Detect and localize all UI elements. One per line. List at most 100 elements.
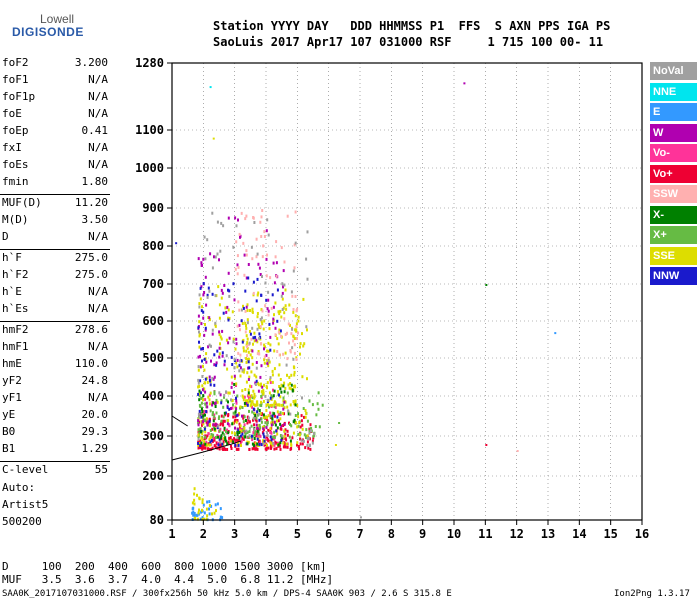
- echo-point: [281, 308, 284, 311]
- echo-point: [246, 403, 249, 407]
- echo-point: [198, 496, 201, 500]
- echo-point: [289, 387, 292, 391]
- echo-point: [284, 351, 287, 355]
- echo-point: [210, 359, 212, 363]
- echo-point: [312, 434, 315, 438]
- echo-point: [259, 426, 262, 430]
- echo-point: [227, 316, 230, 320]
- echo-point: [230, 355, 233, 359]
- echo-point: [255, 447, 258, 451]
- echo-point: [216, 400, 219, 404]
- echo-point: [193, 514, 196, 518]
- echo-point: [282, 306, 285, 310]
- y-tick-label: 200: [142, 469, 164, 483]
- echo-point: [237, 438, 240, 442]
- echo-point: [197, 368, 200, 372]
- echo-point: [280, 334, 283, 338]
- echo-point: [245, 253, 248, 257]
- echo-point: [212, 401, 215, 405]
- echo-point: [279, 422, 282, 426]
- echo-point: [197, 443, 200, 447]
- echo-point: [235, 401, 238, 405]
- echo-point: [292, 269, 295, 273]
- echo-point: [233, 431, 236, 435]
- param-c-level: C-level 55: [2, 463, 108, 481]
- legend-item-x: X+: [650, 226, 697, 244]
- echo-point: [279, 417, 282, 421]
- echo-point: [218, 391, 221, 395]
- echo-point: [306, 377, 308, 381]
- echo-point: [293, 370, 296, 374]
- echo-point: [269, 435, 272, 439]
- echo-point: [306, 440, 309, 444]
- echo-point: [216, 252, 219, 256]
- echo-point: [195, 513, 198, 517]
- y-tick-label: 900: [142, 201, 164, 215]
- echo-point: [278, 328, 281, 332]
- param-value: N/A: [88, 285, 108, 298]
- echo-point: [240, 429, 243, 433]
- echo-point: [227, 271, 230, 275]
- echo-point: [301, 423, 304, 427]
- echo-point: [215, 436, 218, 439]
- echo-point: [260, 395, 263, 398]
- echo-point: [258, 409, 261, 412]
- echo-point: [271, 411, 274, 415]
- y-tick-label: 400: [142, 389, 164, 403]
- echo-point: [215, 423, 218, 427]
- echo-point: [284, 333, 287, 336]
- echo-point: [277, 342, 280, 346]
- echo-point: [193, 517, 196, 520]
- param-fof2: foF2 3.200: [2, 56, 108, 74]
- echo-point: [282, 445, 285, 449]
- echo-point: [202, 420, 205, 424]
- param-separator: [0, 321, 110, 322]
- echo-point: [303, 433, 306, 437]
- echo-point: [257, 389, 260, 393]
- param-value: 3.50: [81, 213, 109, 226]
- echo-point: [211, 266, 214, 270]
- outlier-point: [516, 450, 519, 452]
- echo-point: [262, 389, 265, 392]
- echo-point: [263, 347, 265, 351]
- echo-point: [242, 437, 245, 441]
- plot-frame: [171, 62, 643, 521]
- echo-point: [216, 349, 219, 353]
- echo-point: [246, 371, 249, 375]
- echo-point: [204, 381, 206, 385]
- echo-point: [266, 423, 269, 427]
- echo-point: [204, 442, 207, 446]
- echo-point: [225, 310, 228, 314]
- echo-point: [237, 443, 240, 447]
- echo-point: [252, 417, 255, 421]
- echo-point: [262, 413, 265, 417]
- echo-point: [210, 344, 212, 348]
- echo-point: [205, 443, 208, 447]
- param-label: MUF(D): [2, 196, 42, 209]
- param-value: N/A: [88, 230, 108, 243]
- echo-point: [298, 447, 301, 451]
- echo-point: [245, 402, 248, 405]
- echo-point: [297, 331, 299, 335]
- echo-point: [202, 414, 205, 418]
- echo-point: [235, 382, 238, 386]
- echo-point: [246, 318, 249, 322]
- echo-point: [271, 443, 274, 447]
- echo-point: [238, 369, 241, 373]
- echo-point: [201, 305, 203, 309]
- footer-version: Ion2Png 1.3.17: [614, 589, 690, 599]
- echo-point: [238, 431, 241, 434]
- echo-point: [259, 434, 262, 438]
- echo-point: [207, 447, 209, 451]
- echo-point: [302, 297, 305, 301]
- echo-point: [239, 328, 241, 332]
- param-h-f2: h`F2 275.0: [2, 268, 108, 286]
- echo-point: [208, 500, 211, 504]
- echo-point: [281, 282, 284, 286]
- echo-point: [261, 255, 264, 259]
- echo-point: [200, 261, 203, 265]
- echo-point: [248, 420, 251, 424]
- echo-point: [197, 421, 200, 425]
- echo-point: [220, 337, 223, 341]
- echo-point: [253, 423, 256, 427]
